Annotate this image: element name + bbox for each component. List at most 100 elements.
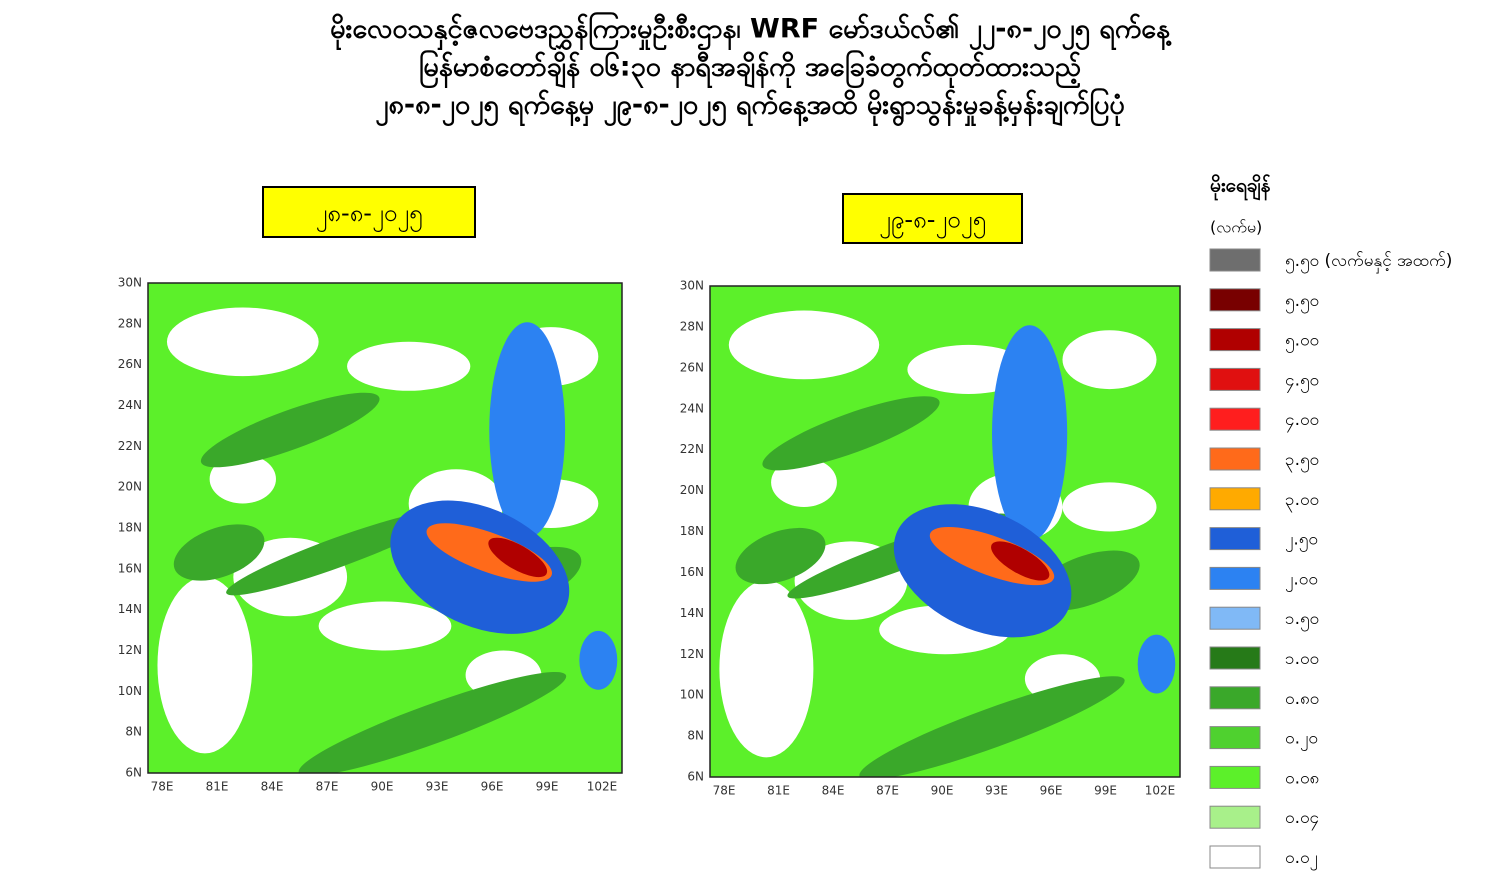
legend-swatch	[1209, 646, 1261, 670]
legend-label: ၄.၀၀	[1285, 410, 1319, 433]
x-axis-label: 84E	[261, 780, 284, 794]
moderate-area	[173, 524, 265, 581]
heavy-area	[489, 322, 566, 538]
y-axis-label: 26N	[118, 357, 142, 371]
y-axis-label: 10N	[680, 688, 704, 702]
y-axis-label: 6N	[687, 770, 704, 784]
legend-label: ၂.၅၀	[1285, 530, 1318, 553]
y-axis-label: 16N	[680, 565, 704, 579]
x-axis-label: 102E	[1145, 784, 1176, 798]
y-axis-label: 26N	[680, 360, 704, 374]
x-axis-label: 81E	[206, 780, 229, 794]
y-axis-label: 28N	[118, 316, 142, 330]
legend-swatch	[1209, 566, 1261, 590]
legend-swatch	[1209, 367, 1261, 391]
heavy-area	[992, 325, 1068, 542]
legend-label: ၀.၀၂	[1285, 848, 1318, 871]
legend-swatch	[1209, 288, 1261, 312]
legend-label: ၀.၂၀	[1285, 729, 1318, 752]
legend-label: ၃.၅၀	[1285, 450, 1319, 473]
legend-label: ၅.၅၀	[1285, 291, 1319, 314]
legend-label: ၄.၅၀	[1285, 370, 1319, 393]
legend-label: ၅.၅၀ (လက်မနှင့် အထက်)	[1285, 251, 1452, 274]
y-axis-label: 30N	[680, 279, 704, 293]
legend-swatch	[1209, 726, 1261, 750]
legend-label: ၁.၀၀	[1285, 649, 1319, 669]
dry-area	[1062, 330, 1157, 390]
x-axis-label: 81E	[767, 784, 790, 798]
y-axis-label: 18N	[118, 521, 142, 535]
y-axis-label: 6N	[125, 766, 142, 780]
y-axis-label: 12N	[680, 647, 704, 661]
map-frame	[147, 282, 623, 774]
heavy-area	[1137, 634, 1176, 694]
moderate-area	[298, 671, 567, 773]
dry-area	[771, 457, 837, 507]
x-axis-label: 96E	[1040, 784, 1063, 798]
dry-area	[719, 580, 814, 758]
x-axis-label: 90E	[931, 784, 954, 798]
dry-area	[157, 577, 253, 754]
legend-swatch	[1209, 328, 1261, 352]
y-axis-label: 14N	[680, 606, 704, 620]
legend-swatch	[1209, 527, 1261, 551]
date-label: ၂၈-၈-၂၀၂၅	[315, 199, 422, 232]
y-axis-label: 16N	[118, 561, 142, 575]
x-axis-label: 84E	[822, 784, 845, 798]
extreme-area	[488, 537, 548, 578]
title-line: မိုးလေဝသနှင့်ဇလဗေဒညွှန်ကြားမှုဦးစီးဌာန၊ …	[330, 12, 1171, 51]
legend-swatch	[1209, 805, 1261, 829]
x-axis-label: 90E	[371, 780, 394, 794]
y-axis-label: 24N	[118, 398, 142, 412]
x-axis-label: 93E	[985, 784, 1008, 798]
x-axis-label: 96E	[481, 780, 504, 794]
y-axis-label: 22N	[680, 442, 704, 456]
x-axis-label: 99E	[536, 780, 559, 794]
x-axis-label: 78E	[151, 780, 174, 794]
dry-area	[347, 341, 471, 391]
legend-label: ၀.၈၀	[1285, 689, 1319, 709]
y-axis-label: 30N	[118, 276, 142, 290]
moderate-area	[762, 396, 940, 471]
x-axis-label: 99E	[1094, 784, 1117, 798]
y-axis-label: 18N	[680, 524, 704, 538]
legend-swatch	[1209, 248, 1261, 272]
y-axis-label: 20N	[118, 480, 142, 494]
legend-label: ၅.၀၀	[1285, 331, 1319, 354]
date-box	[842, 193, 1023, 244]
x-axis-label: 93E	[426, 780, 449, 794]
title-line: မြန်မာစံတော်ချိန် ၀၆:၃၀ နာရီအချိန်ကို အခ…	[419, 50, 1081, 89]
date-label: ၂၉-၈-၂၀၂၅	[879, 206, 986, 239]
map-frame	[709, 285, 1181, 778]
legend-label: ၃.၀၀	[1285, 490, 1319, 513]
legend-swatch	[1209, 447, 1261, 471]
y-axis-label: 20N	[680, 483, 704, 497]
legend-swatch	[1209, 407, 1261, 431]
heavy-area	[579, 630, 618, 690]
moderate-area	[200, 392, 380, 468]
dry-area	[728, 310, 880, 380]
moderate-area	[859, 676, 1125, 777]
x-axis-label: 87E	[876, 784, 899, 798]
dry-area	[318, 601, 452, 651]
legend-title: မိုးရေချိန်	[1210, 173, 1271, 202]
y-axis-label: 24N	[680, 401, 704, 415]
legend-label: ၀.၀၄	[1285, 808, 1319, 831]
legend-label: ၀.၀၈	[1285, 768, 1319, 788]
dry-area	[209, 454, 276, 504]
extreme-area	[991, 541, 1050, 581]
moderate-area	[735, 527, 826, 585]
y-axis-label: 10N	[118, 684, 142, 698]
date-box	[262, 186, 476, 238]
legend-swatch	[1209, 606, 1261, 630]
x-axis-label: 87E	[316, 780, 339, 794]
y-axis-label: 28N	[680, 319, 704, 333]
legend-swatch	[1209, 686, 1261, 710]
dry-area	[1062, 482, 1157, 532]
x-axis-label: 78E	[713, 784, 736, 798]
legend-swatch	[1209, 765, 1261, 789]
y-axis-label: 14N	[118, 602, 142, 616]
legend-swatch	[1209, 487, 1261, 511]
rain-map	[148, 283, 622, 773]
